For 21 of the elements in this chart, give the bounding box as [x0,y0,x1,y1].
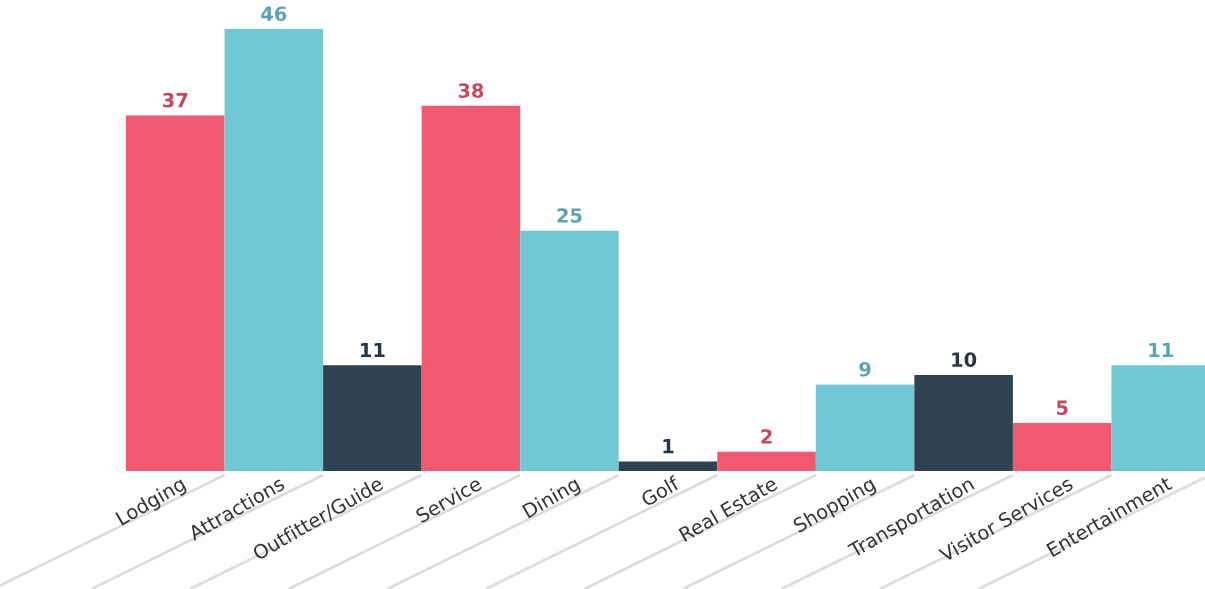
data-label: 5 [1056,400,1068,416]
data-label: 2 [761,429,772,444]
bar [717,451,816,471]
bar [126,115,225,471]
bar [815,384,915,471]
data-label: 11 [1149,342,1173,358]
data-label: 37 [163,92,188,108]
data-label: 10 [952,352,977,367]
data-label: 11 [361,342,385,358]
data-label: 9 [859,361,871,377]
bar [323,365,422,471]
bar [914,374,1013,471]
bar [224,29,324,471]
bar [421,105,521,471]
bar [520,230,619,471]
data-label: 38 [458,83,484,98]
data-label: 25 [557,208,582,223]
x-tick-label: Golf [639,474,681,508]
bar [618,461,718,471]
data-label: 1 [663,439,674,454]
data-label: 46 [261,6,287,22]
